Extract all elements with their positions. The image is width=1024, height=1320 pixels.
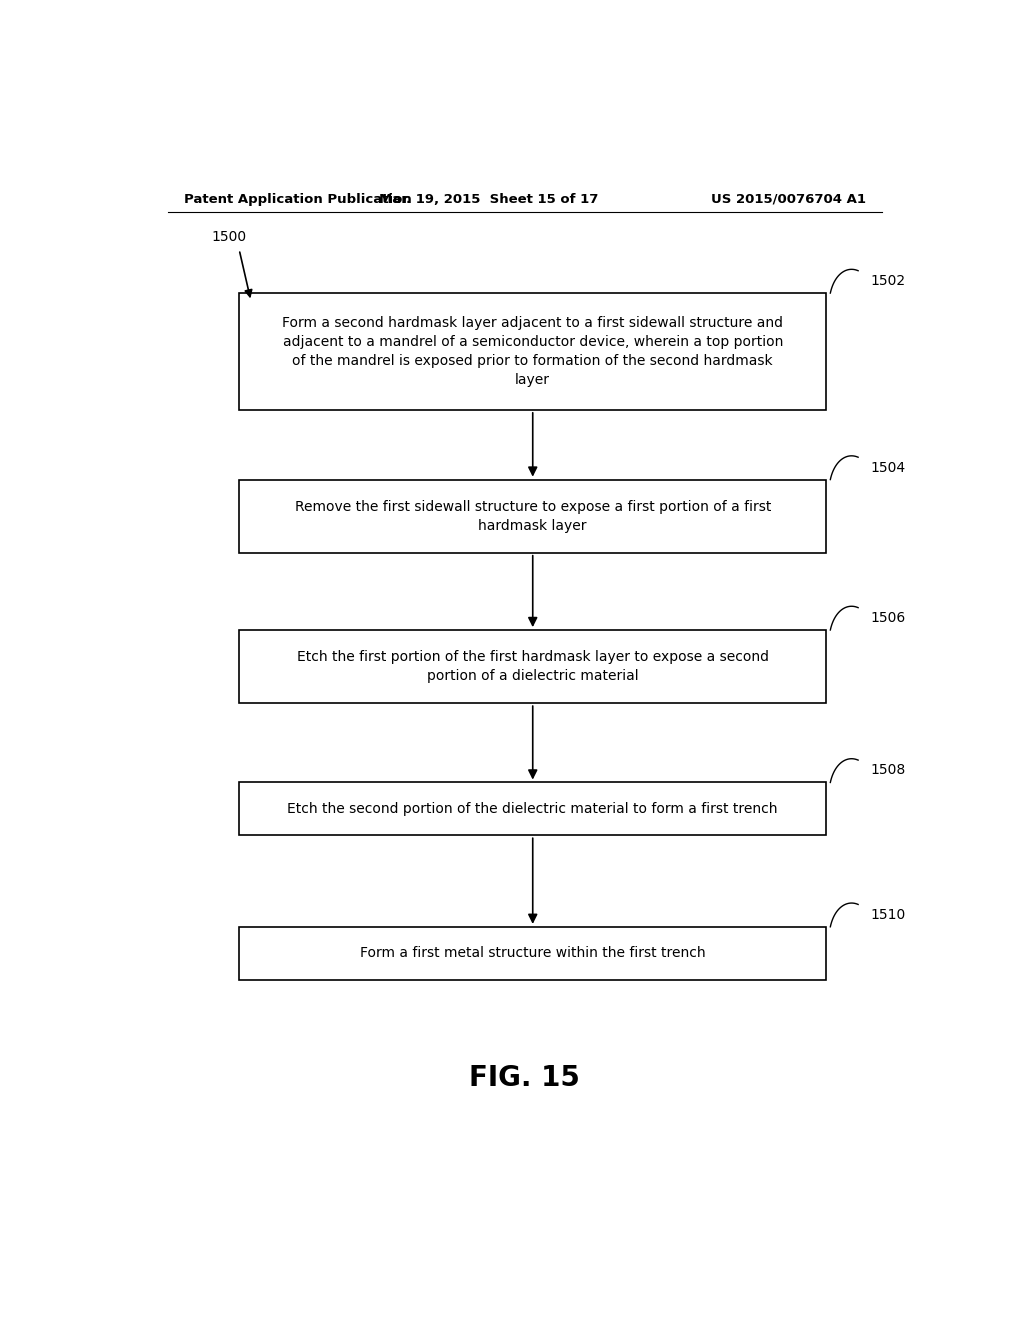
Bar <box>240 927 826 979</box>
Text: 1508: 1508 <box>870 763 905 777</box>
Text: Form a second hardmask layer adjacent to a first sidewall structure and
adjacent: Form a second hardmask layer adjacent to… <box>283 315 783 387</box>
Bar <box>240 479 826 553</box>
Text: Etch the first portion of the first hardmask layer to expose a second
portion of: Etch the first portion of the first hard… <box>297 651 769 682</box>
Text: 1504: 1504 <box>870 461 905 474</box>
Text: Etch the second portion of the dielectric material to form a first trench: Etch the second portion of the dielectri… <box>288 801 778 816</box>
Text: Patent Application Publication: Patent Application Publication <box>183 193 412 206</box>
Text: Mar. 19, 2015  Sheet 15 of 17: Mar. 19, 2015 Sheet 15 of 17 <box>380 193 599 206</box>
Text: 1500: 1500 <box>211 230 247 244</box>
Bar <box>240 783 826 836</box>
Bar <box>240 630 826 704</box>
Text: 1510: 1510 <box>870 908 905 921</box>
Text: 1506: 1506 <box>870 611 905 624</box>
Text: Form a first metal structure within the first trench: Form a first metal structure within the … <box>359 946 706 960</box>
Bar <box>240 293 826 411</box>
Text: FIG. 15: FIG. 15 <box>469 1064 581 1092</box>
Text: 1502: 1502 <box>870 275 905 288</box>
Text: Remove the first sidewall structure to expose a first portion of a first
hardmas: Remove the first sidewall structure to e… <box>295 500 771 533</box>
Text: US 2015/0076704 A1: US 2015/0076704 A1 <box>711 193 866 206</box>
